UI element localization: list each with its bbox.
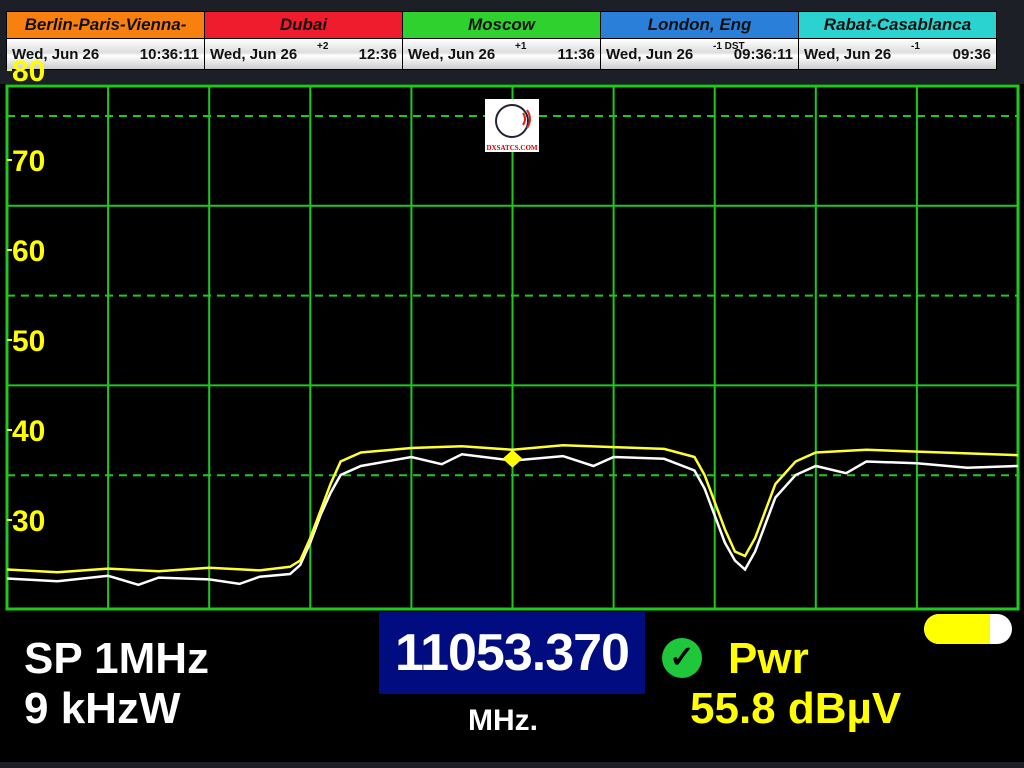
rbw-label: 9 kHzW (24, 684, 181, 733)
span-label: SP 1MHz (24, 634, 210, 683)
zone-datetime: Wed, Jun 26 +1 11:36 (403, 39, 600, 69)
zone-offset: +2 (317, 41, 329, 52)
timezone-2: Moscow Wed, Jun 26 +1 11:36 (403, 12, 601, 69)
measure-value: 55.8 dBµV (690, 684, 902, 733)
zone-date: Wed, Jun 26 (606, 45, 694, 63)
zone-name: Moscow (403, 12, 600, 39)
y-tick-label: 70 (12, 145, 45, 178)
zone-name: Rabat-Casablanca (799, 12, 996, 39)
measure-label: Pwr (728, 634, 809, 683)
zone-name: London, Eng (601, 12, 798, 39)
timezone-1: Dubai Wed, Jun 26 +2 12:36 (205, 12, 403, 69)
zone-time: 10:36:11 (139, 45, 199, 63)
timezone-0: Berlin-Paris-Vienna-Roma Wed, Jun 26 10:3… (7, 12, 205, 69)
marker-diamond (502, 449, 523, 468)
freq-unit: MHz. (468, 704, 538, 737)
y-tick-label: 30 (12, 505, 45, 538)
zone-name: Dubai (205, 12, 402, 39)
zone-date: Wed, Jun 26 (408, 45, 496, 63)
zone-date: Wed, Jun 26 (210, 45, 298, 63)
trace-0 (6, 444, 1019, 574)
zone-datetime: Wed, Jun 26 -1 09:36 (799, 39, 996, 69)
battery-icon (924, 614, 1012, 644)
zone-name: Berlin-Paris-Vienna-Roma (7, 12, 204, 60)
timezone-4: Rabat-Casablanca Wed, Jun 26 -1 09:36 (799, 12, 996, 69)
frequency-display[interactable]: 11053.370 (379, 612, 645, 694)
zone-datetime: Wed, Jun 26 +2 12:36 (205, 39, 402, 69)
zone-date: Wed, Jun 26 (804, 45, 892, 63)
trace-1 (6, 453, 1019, 587)
zone-datetime: Wed, Jun 26 10:36:11 (7, 39, 204, 69)
green-check-icon: ✓ (662, 638, 702, 678)
zone-time: 09:36 (952, 45, 991, 63)
zone-datetime: Wed, Jun 26 -1 DST 09:36:11 (601, 39, 798, 69)
timezone-bar: Berlin-Paris-Vienna-Roma Wed, Jun 26 10:3… (6, 11, 997, 70)
zone-offset: -1 (911, 41, 920, 52)
y-tick-label: 50 (12, 325, 45, 358)
y-tick-label: 40 (12, 415, 45, 448)
zone-time: 09:36:11 (733, 45, 793, 63)
zone-date: Wed, Jun 26 (12, 45, 100, 63)
zone-time: 12:36 (358, 45, 397, 63)
zone-offset: -1 DST (713, 41, 745, 52)
logo: DXSATCS.COM (485, 99, 539, 152)
y-tick-label: 80 (12, 55, 45, 88)
timezone-3: London, Eng Wed, Jun 26 -1 DST 09:36:11 (601, 12, 799, 69)
zone-offset: +1 (515, 41, 527, 52)
zone-time: 11:36 (557, 45, 595, 63)
y-tick-label: 60 (12, 235, 45, 268)
